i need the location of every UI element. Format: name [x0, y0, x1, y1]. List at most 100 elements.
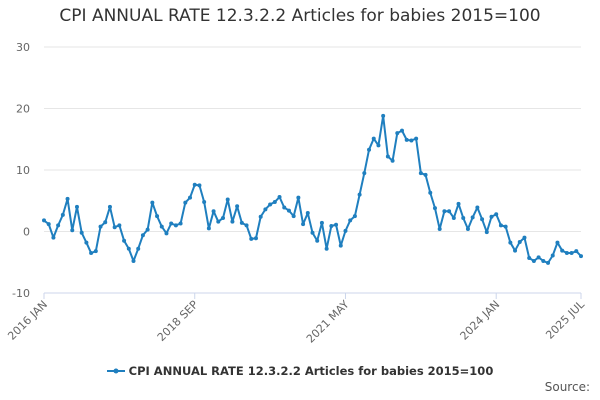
data-point [451, 215, 456, 220]
data-point [216, 219, 221, 224]
data-point [258, 214, 263, 219]
data-point [414, 136, 419, 141]
data-point [178, 221, 183, 226]
y-axis: -10 0 10 20 30 [12, 41, 30, 300]
data-point [89, 251, 94, 256]
data-point [42, 218, 46, 223]
data-point [286, 208, 291, 213]
x-tick-label: 2021 MAY [304, 298, 352, 346]
data-point [136, 246, 141, 251]
data-point [513, 248, 518, 253]
data-point [423, 172, 428, 177]
y-tick-label: 30 [16, 41, 30, 54]
data-point [319, 220, 324, 225]
data-point [140, 233, 145, 238]
data-point [465, 227, 470, 232]
data-point [112, 225, 117, 230]
data-point [84, 240, 89, 245]
data-point [522, 235, 527, 240]
data-point [569, 251, 574, 256]
data-point [225, 197, 230, 202]
data-point [560, 248, 565, 253]
data-point [221, 215, 225, 220]
data-point [371, 136, 376, 141]
data-point [447, 209, 452, 214]
data-point [169, 221, 174, 226]
data-point [70, 228, 75, 233]
data-point [536, 255, 541, 260]
data-point [122, 238, 127, 243]
data-point [60, 212, 65, 217]
data-point [376, 143, 381, 148]
data-point [395, 131, 400, 136]
data-point [56, 223, 61, 228]
data-point [46, 222, 51, 227]
data-point [206, 226, 211, 231]
data-point [296, 195, 301, 200]
data-point [489, 214, 494, 219]
data-point [244, 223, 249, 228]
data-point [211, 209, 216, 214]
data-point [126, 246, 131, 251]
data-point [555, 240, 560, 245]
data-point [98, 224, 103, 229]
data-point [131, 259, 136, 264]
data-point [494, 212, 499, 217]
data-point [164, 231, 169, 236]
data-point [159, 224, 164, 229]
data-point [305, 211, 310, 216]
source-label: Source: [544, 380, 590, 394]
data-point [79, 230, 84, 235]
data-point [107, 204, 112, 209]
y-tick-label: 0 [23, 226, 30, 239]
y-tick-label: -10 [12, 287, 30, 300]
data-point [381, 113, 386, 118]
data-point [362, 171, 367, 176]
data-point [531, 259, 536, 264]
data-point [324, 246, 329, 251]
legend-swatch [106, 368, 125, 374]
data-point [192, 182, 197, 187]
data-point [574, 249, 579, 254]
data-point [315, 238, 320, 243]
data-point [93, 249, 98, 254]
x-tick-label: 2025 JUL [543, 297, 587, 341]
data-point [197, 183, 202, 188]
chart-title: CPI ANNUAL RATE 12.3.2.2 Articles for ba… [59, 6, 541, 26]
data-point [367, 147, 372, 152]
y-tick-label: 20 [16, 103, 30, 116]
data-point [310, 230, 315, 235]
data-point [117, 223, 122, 228]
legend[interactable]: CPI ANNUAL RATE 12.3.2.2 Articles for ba… [0, 364, 600, 378]
data-point [329, 223, 334, 228]
data-point [517, 239, 522, 244]
data-point [348, 218, 353, 223]
data-point [579, 254, 583, 259]
data-point [527, 255, 532, 260]
data-point [334, 222, 339, 227]
data-point [498, 223, 503, 228]
data-point [541, 259, 546, 264]
data-point [51, 235, 56, 240]
data-point [277, 195, 282, 200]
data-point [432, 206, 437, 211]
data-point [268, 202, 273, 207]
data-point [400, 128, 404, 133]
data-point [239, 220, 244, 225]
y-tick-label: 10 [16, 164, 30, 177]
data-point [546, 260, 551, 265]
data-point [183, 200, 188, 205]
data-point [230, 219, 235, 224]
data-point [437, 227, 442, 232]
data-point [456, 201, 461, 206]
data-point [428, 190, 433, 195]
data-point [338, 243, 343, 248]
data-point [352, 214, 357, 219]
data-point [475, 205, 480, 210]
series-layer [42, 113, 583, 265]
data-point [173, 223, 178, 228]
data-point [508, 240, 513, 245]
data-point [404, 137, 409, 142]
data-point [418, 171, 423, 176]
